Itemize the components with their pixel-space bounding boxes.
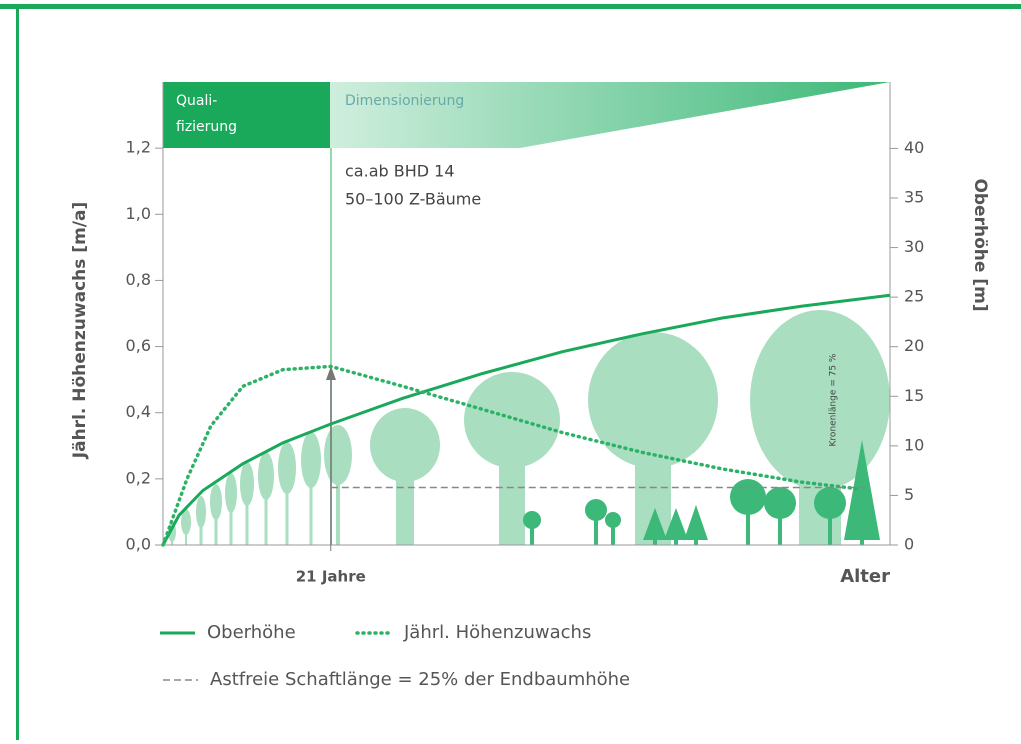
x-axis-title: Alter [840,566,890,587]
phase-label: fizierung [176,119,237,135]
phase-label: Quali- [176,93,217,109]
annotation: Kronenlänge = 75 % [829,353,839,446]
y-tick-label: 1,2 [126,138,151,157]
y2-tick-label: 20 [904,336,924,355]
legend-label: Astfreie Schaftlänge = 25% der Endbaumhö… [210,669,630,690]
y2-tick-label: 40 [904,138,924,157]
tree-trunk [860,535,864,545]
tree-crown [196,496,206,528]
y2-tick-label: 15 [904,386,924,405]
tree-crown [585,499,607,521]
tree-crown [588,332,718,468]
tree-crown [301,432,321,488]
top-border [0,4,1021,9]
tree-crown [210,484,222,520]
phase-label: Dimensionierung [345,93,464,109]
left-border [16,4,19,740]
legend-label: Jährl. Höhenzuwachs [403,622,591,643]
phase-box [163,82,330,148]
legend-label: Oberhöhe [207,622,296,643]
y2-axis-title: Oberhöhe [m] [970,178,990,311]
y-tick-label: 0,4 [126,402,151,421]
tree-crown [523,511,541,529]
tree-illustrations [168,310,890,545]
tree-crown [464,372,560,468]
y-axis-title: Jährl. Höhenzuwachs [m/a] [70,202,90,459]
tree-trunk [653,535,657,545]
y-tick-label: 0,8 [126,270,151,289]
y2-tick-label: 35 [904,187,924,206]
tree-trunk [694,535,698,545]
tree-crown [370,408,440,482]
y-tick-label: 1,0 [126,204,151,223]
y2-tick-label: 5 [904,485,914,504]
tree-crown [605,512,621,528]
tree-crown [278,442,296,494]
y-tick-label: 0,6 [126,336,151,355]
y2-tick-label: 0 [904,535,914,554]
tree-crown [730,479,766,515]
conifer [684,505,708,540]
chart: Quali- fizierung Dimensionierung ca.ab B… [0,0,1021,740]
x-tick-label: 21 Jahre [296,568,366,586]
tree-crown [258,452,274,500]
tree-trunk [674,535,678,545]
annotation: 50–100 Z-Bäume [345,190,481,209]
phase-band [330,82,890,148]
tree-crown [814,487,846,519]
y-tick-label: 0,0 [126,535,151,554]
tree-crown [225,473,237,513]
tree-crown [324,425,352,485]
tree-crown [750,310,890,490]
y2-tick-label: 25 [904,287,924,306]
y2-tick-label: 30 [904,237,924,256]
tree-crown [764,487,796,519]
tree-crown [240,462,254,506]
y2-tick-label: 10 [904,435,924,454]
y-tick-label: 0,2 [126,468,151,487]
annotation: ca.ab BHD 14 [345,162,455,181]
